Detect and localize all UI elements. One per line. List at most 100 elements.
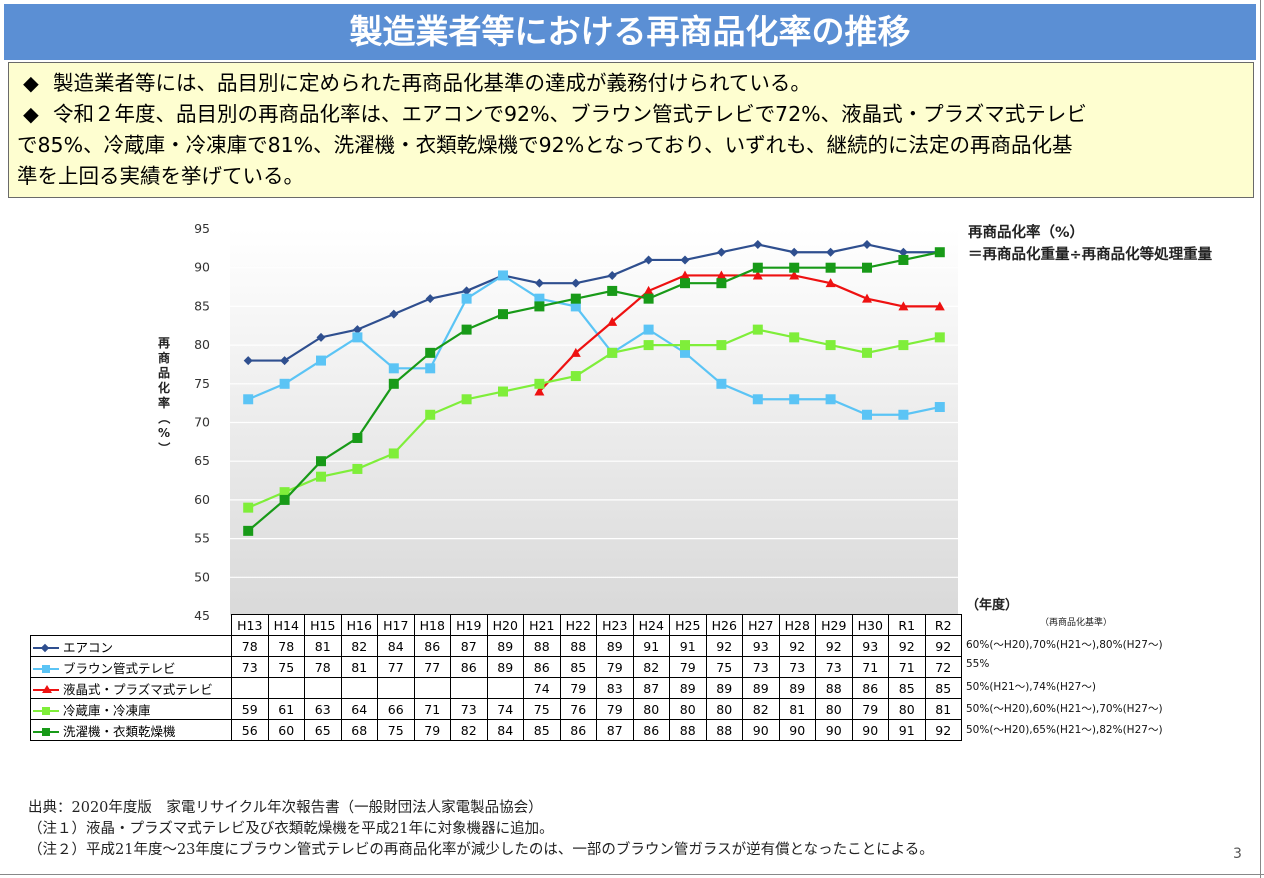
data-point <box>316 332 326 342</box>
series-line <box>248 243 940 362</box>
y-tick-label: 60 <box>194 492 210 507</box>
data-point <box>279 494 290 505</box>
table-corner <box>31 615 232 636</box>
data-point <box>752 262 763 273</box>
table-cell: 91 <box>632 635 670 657</box>
table-cell: 92 <box>705 635 743 657</box>
legend-marker-icon <box>40 643 50 653</box>
series-5 <box>243 247 945 536</box>
table-cell: 72 <box>924 656 962 678</box>
data-point <box>789 247 799 257</box>
data-point <box>643 324 654 335</box>
table-cell <box>486 677 524 699</box>
data-point <box>644 255 654 265</box>
data-point <box>716 270 727 280</box>
data-point <box>498 309 508 320</box>
series-2 <box>243 270 945 420</box>
table-cell: 91 <box>888 719 926 741</box>
table-row: ブラウン管式テレビ 73 75 78 81 77 77 86 89 86 85 79 82 79 75 73 7… <box>30 656 962 678</box>
summary-line-1: ◆ 製造業者等には、品目別に定められた再商品化基準の達成が義務付けられている。 <box>23 68 1245 99</box>
data-point <box>243 356 253 366</box>
legend-swatch-icon <box>33 707 59 715</box>
data-point <box>534 293 545 304</box>
data-point <box>825 394 836 405</box>
table-cell: 79 <box>669 656 707 678</box>
data-point <box>826 247 836 257</box>
standard-header: （再商品化基準） <box>1040 618 1113 628</box>
series-name-cell: エアコン <box>30 635 232 657</box>
data-point <box>789 332 800 343</box>
table-cell <box>340 677 378 699</box>
data-point <box>570 293 581 304</box>
table-row: 冷蔵庫・冷凍庫 59 61 63 64 66 71 73 74 75 76 79 80 80 80 82 81 8… <box>30 698 962 720</box>
data-point <box>571 278 581 288</box>
data-point <box>680 270 690 280</box>
data-point <box>570 347 581 357</box>
table-cell: 75 <box>377 719 415 741</box>
table-cell: 93 <box>742 635 780 657</box>
table-cell: 81 <box>924 698 962 720</box>
data-point <box>716 340 727 351</box>
table-header-cell: H25 <box>669 614 707 636</box>
data-point <box>934 247 945 258</box>
table-cell: 88 <box>523 635 561 657</box>
table-cell: 66 <box>377 698 415 720</box>
table-cell <box>377 677 415 699</box>
table-cell: 65 <box>304 719 342 741</box>
data-point <box>607 347 618 358</box>
data-point <box>389 309 399 319</box>
y-tick-label: 50 <box>194 569 210 584</box>
data-point <box>388 378 399 389</box>
summary-line-4: 準を上回る実績を挙げている。 <box>17 164 304 188</box>
table-cell: 92 <box>778 635 816 657</box>
table-cell: 89 <box>486 635 524 657</box>
table-header-row: H13 H14 H15 H16 H17 H18 H19 H20 H21 H22 H23 H24 H25 H… <box>31 614 962 636</box>
summary-box: ◆ 製造業者等には、品目別に定められた再商品化基準の達成が義務付けられている。 ◆… <box>8 62 1254 198</box>
table-cell: 87 <box>596 719 634 741</box>
table-header-cell: R1 <box>888 614 926 636</box>
y-axis-label-char: % <box>158 426 170 440</box>
table-cell: 90 <box>815 719 853 741</box>
data-point <box>752 270 763 280</box>
data-point <box>352 325 362 335</box>
data-point <box>752 324 763 335</box>
table-cell: 81 <box>778 698 816 720</box>
data-point <box>461 394 472 405</box>
data-point <box>898 340 909 351</box>
note-1: （注１）液晶・プラズマ式テレビ及び衣類乾燥機を平成21年に対象機器に追加。 <box>28 821 554 837</box>
table-row: エアコン 78 78 81 82 84 86 87 89 88 88 89 91 91 92 93 92 92 93… <box>30 635 962 657</box>
table-cell: 73 <box>742 656 780 678</box>
table-cell: 81 <box>340 656 378 678</box>
table-cell: 73 <box>815 656 853 678</box>
table-cell: 88 <box>559 635 597 657</box>
data-point <box>825 262 836 273</box>
bullet-icon: ◆ <box>23 102 39 126</box>
table-header-cell: H15 <box>304 614 342 636</box>
table-cell: 85 <box>888 677 926 699</box>
y-tick-label: 70 <box>194 415 210 430</box>
table-cell: 73 <box>778 656 816 678</box>
data-point <box>279 378 290 389</box>
table-cell: 79 <box>596 698 634 720</box>
data-point <box>607 316 618 326</box>
data-point <box>388 448 399 459</box>
page-number: 3 <box>1233 846 1242 862</box>
table-cell: 83 <box>596 677 634 699</box>
table-cell: 86 <box>851 677 889 699</box>
data-point <box>352 332 363 343</box>
table-cell: 73 <box>231 656 269 678</box>
table-cell: 88 <box>815 677 853 699</box>
data-point <box>243 525 254 536</box>
y-axis-ticks: 45 50 55 60 65 70 75 80 85 90 95 <box>194 221 210 623</box>
table-cell: 61 <box>267 698 305 720</box>
table-cell: 71 <box>413 698 451 720</box>
series-name-cell: 洗濯機・衣類乾燥機 <box>30 719 232 741</box>
table-header-cell: H16 <box>340 614 378 636</box>
source-note: 出典：2020年度版 家電リサイクル年次報告書（一般財団法人家電製品協会） <box>28 800 543 816</box>
table-cell: 79 <box>851 698 889 720</box>
data-point <box>534 378 545 389</box>
table-cell: 85 <box>523 719 561 741</box>
table-cell: 75 <box>705 656 743 678</box>
data-point <box>898 254 909 265</box>
legend-swatch-icon <box>33 685 59 693</box>
